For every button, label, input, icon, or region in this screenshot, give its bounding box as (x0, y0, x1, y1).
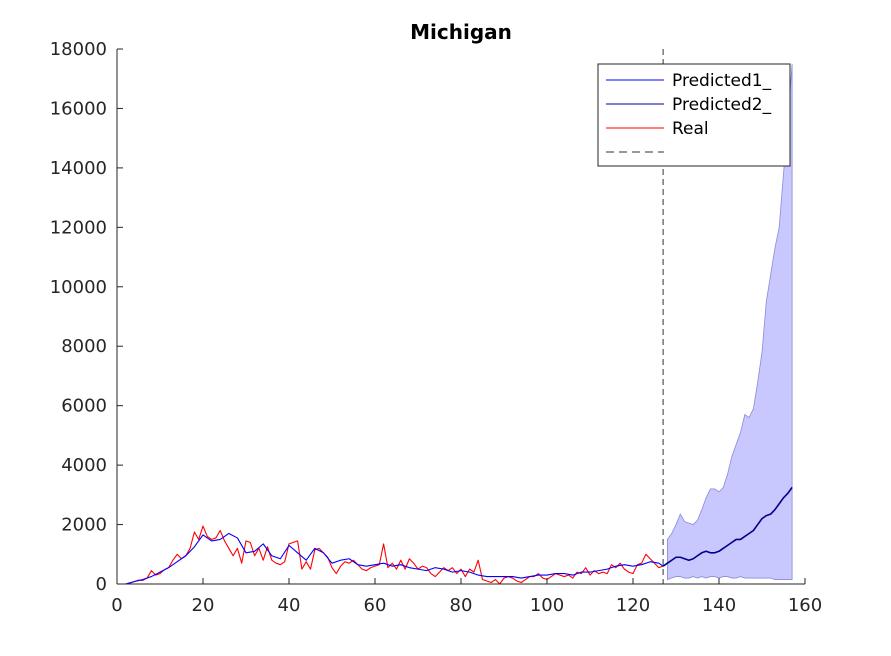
y-tick-label: 6000 (61, 396, 107, 417)
series-layer (125, 49, 793, 585)
axes: 0 20 40 60 80 100 120 140 160 0 2000 4000 6000 8000 10… (50, 39, 822, 616)
y-tick-label: 14000 (50, 158, 107, 179)
prediction-band (667, 63, 793, 581)
y-tick-label: 2000 (61, 515, 107, 536)
y-tick-label: 12000 (50, 217, 107, 238)
x-tick-label: 160 (788, 595, 822, 616)
legend-box (597, 63, 791, 167)
x-tick-label: 140 (702, 595, 736, 616)
y-tick-label: 0 (96, 574, 107, 595)
series-line-real (125, 525, 664, 585)
y-tick-label: 16000 (50, 98, 107, 119)
chart-title: Michigan (410, 20, 512, 44)
y-tick-label: 4000 (61, 455, 107, 476)
y-tick-label: 10000 (50, 277, 107, 298)
series-line-predicted1 (125, 532, 664, 585)
x-tick-label: 20 (192, 595, 215, 616)
x-tick-label: 120 (616, 595, 650, 616)
prediction-band-layer (667, 63, 793, 581)
series-line-predicted2 (662, 486, 793, 567)
y-tick-label: 8000 (61, 336, 107, 357)
x-tick-label: 60 (364, 595, 387, 616)
x-tick-label: 80 (450, 595, 473, 616)
legend: Predicted1_ Predicted2_ Real (597, 63, 791, 167)
x-tick-label: 100 (530, 595, 564, 616)
x-tick-label: 0 (111, 595, 122, 616)
legend-label: Predicted1_ (672, 71, 772, 91)
x-tick-label: 40 (278, 595, 301, 616)
legend-label: Predicted2_ (672, 95, 772, 115)
y-tick-label: 18000 (50, 39, 107, 60)
legend-label: Real (672, 119, 709, 139)
